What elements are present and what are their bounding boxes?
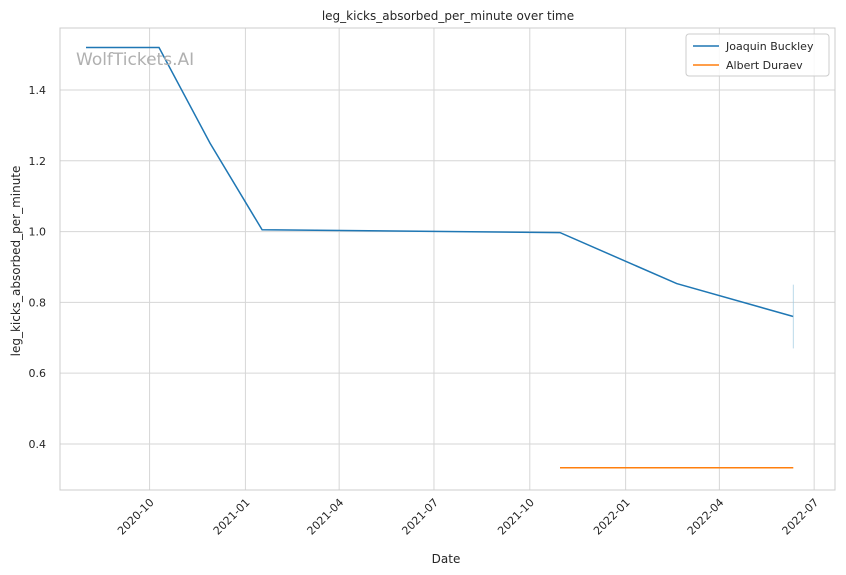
y-tick-label: 0.8	[29, 296, 47, 309]
legend: Joaquin Buckley Albert Duraev	[685, 33, 830, 77]
legend-label: Joaquin Buckley	[725, 40, 814, 53]
plot-area	[59, 27, 836, 491]
series-lines	[86, 46, 794, 469]
y-tick-label: 1.0	[29, 226, 47, 239]
y-tick-label: 0.4	[29, 438, 47, 451]
legend-label: Albert Duraev	[726, 59, 803, 72]
grid	[60, 28, 835, 490]
x-axis-title: Date	[432, 552, 461, 566]
y-tick-label: 1.4	[29, 84, 47, 97]
legend-box	[685, 33, 830, 77]
series-line-1	[86, 46, 794, 318]
chart-title: leg_kicks_absorbed_per_minute over time	[322, 9, 574, 23]
y-tick-label: 0.6	[29, 367, 47, 380]
watermark: WolfTickets.AI	[76, 50, 194, 70]
y-axis-title: leg_kicks_absorbed_per_minute	[9, 166, 23, 357]
y-tick-label: 1.2	[29, 155, 47, 168]
